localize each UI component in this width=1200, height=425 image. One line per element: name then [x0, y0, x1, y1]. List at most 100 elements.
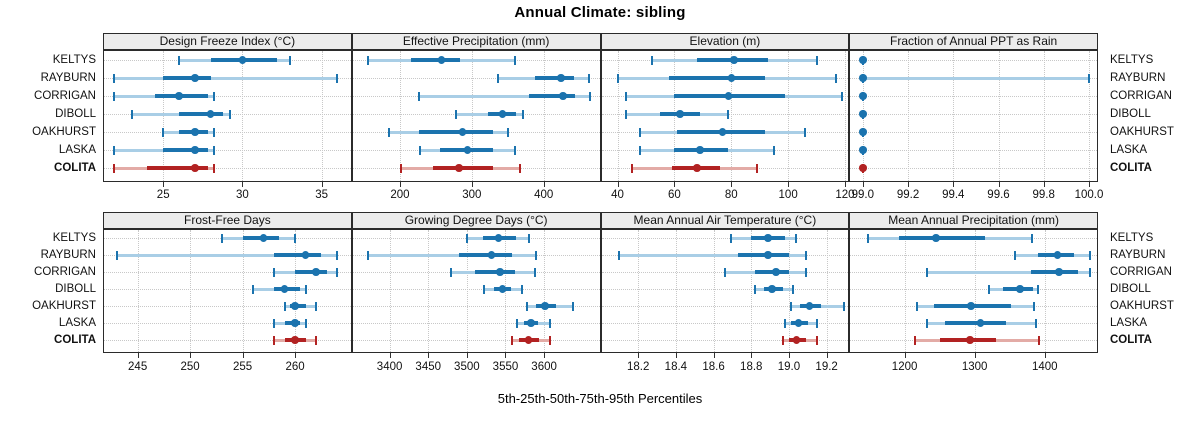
axis-tick-label: 3550	[492, 361, 519, 373]
median-dot	[772, 268, 780, 276]
station-label-right: LASKA	[1110, 144, 1148, 156]
vertical-gridline	[844, 51, 846, 181]
station-label-left: DIBOLL	[55, 108, 96, 120]
vertical-gridline	[466, 230, 468, 352]
whisker-cap-high	[587, 73, 590, 83]
whisker-cap-low	[115, 250, 118, 260]
iqr-bar	[295, 270, 327, 274]
horizontal-gridline	[104, 272, 351, 273]
axis-tick-label: 120	[835, 189, 855, 201]
vertical-gridline	[389, 230, 391, 352]
horizontal-gridline	[850, 132, 1097, 133]
median-dot	[696, 146, 704, 154]
axis-tick	[1043, 182, 1045, 187]
whisker-cap-low	[987, 284, 990, 294]
median-dot	[455, 164, 463, 172]
axis-tick	[399, 182, 401, 187]
horizontal-gridline	[104, 168, 351, 169]
horizontal-gridline	[850, 96, 1097, 97]
whisker-cap-high	[1033, 301, 1036, 311]
station-label-right: COLITA	[1110, 334, 1152, 346]
whisker-cap-high	[533, 267, 536, 277]
median-dot	[524, 336, 533, 344]
axis-tick	[713, 353, 715, 358]
whisker-cap-high	[841, 91, 844, 101]
median-dot	[676, 110, 684, 118]
axis-tick	[321, 182, 323, 187]
strip-design-freeze-index-c: Design Freeze Index (°C)	[103, 33, 352, 50]
median-dot	[191, 128, 199, 136]
axis-tick	[617, 182, 619, 187]
axis-tick-label: 3400	[376, 361, 403, 373]
whisker-cap-high	[835, 73, 838, 83]
chart-title: Annual Climate: sibling	[514, 4, 686, 21]
station-label-left: COLITA	[54, 162, 96, 174]
whisker-cap-high	[521, 109, 524, 119]
station-label-left: CORRIGAN	[34, 90, 96, 102]
panel-design-freeze-index-c	[103, 50, 352, 182]
axis-tick-label: 1400	[1031, 361, 1058, 373]
horizontal-gridline	[850, 255, 1097, 256]
whisker-cap-low	[273, 267, 276, 277]
vertical-gridline	[428, 230, 430, 352]
axis-tick	[471, 182, 473, 187]
median-dot	[191, 74, 199, 82]
median-dot	[291, 336, 299, 344]
vertical-gridline	[137, 230, 139, 352]
median-dot	[487, 251, 496, 259]
station-label-right: KELTYS	[1110, 232, 1154, 244]
vertical-gridline	[321, 51, 323, 181]
whisker-cap-high	[1089, 267, 1092, 277]
whisker-cap-low	[625, 109, 628, 119]
whisker-cap-low	[639, 145, 642, 155]
vertical-gridline	[731, 51, 733, 181]
whisker-cap-low	[388, 127, 391, 137]
vertical-gridline	[163, 51, 165, 181]
whisker-cap-low	[400, 163, 403, 173]
whisker-cap-high	[507, 127, 510, 137]
whisker-cap-high	[815, 55, 818, 65]
median-dot	[494, 234, 503, 242]
whisker-cap-low	[283, 301, 286, 311]
vertical-gridline	[904, 230, 906, 352]
station-label-left: CORRIGAN	[34, 266, 96, 278]
axis-tick	[1044, 353, 1046, 358]
whisker-cap-low	[162, 127, 165, 137]
horizontal-gridline	[850, 289, 1097, 290]
median-dot	[498, 285, 507, 293]
median-dot	[966, 336, 974, 344]
whisker-cap-low	[419, 145, 422, 155]
axis-tick	[389, 353, 391, 358]
vertical-gridline	[242, 51, 244, 181]
horizontal-gridline	[850, 168, 1097, 169]
station-label-left: OAKHURST	[32, 300, 96, 312]
median-dot	[301, 251, 310, 259]
whisker-cap-high	[527, 233, 530, 243]
vertical-gridline	[295, 230, 297, 352]
whisker-cap-low	[630, 163, 633, 173]
axis-tick	[826, 353, 828, 358]
median-dot	[1016, 285, 1024, 293]
horizontal-gridline	[601, 238, 849, 239]
whisker-cap-high	[288, 55, 291, 65]
whisker-cap-low	[454, 109, 457, 119]
station-label-left: DIBOLL	[55, 283, 96, 295]
iqr-bar	[474, 270, 515, 274]
strip-mean-annual-air-temperature-c: Mean Annual Air Temperature (°C)	[600, 212, 850, 229]
whisker-cap-low	[366, 55, 369, 65]
axis-tick-label: 60	[668, 189, 681, 201]
axis-tick	[751, 353, 753, 358]
horizontal-gridline	[104, 323, 351, 324]
axis-tick	[953, 182, 955, 187]
whisker-cap-low	[130, 109, 133, 119]
horizontal-gridline	[352, 289, 600, 290]
axis-tick-label: 99.6	[987, 189, 1010, 201]
axis-tick	[638, 353, 640, 358]
horizontal-gridline	[352, 306, 600, 307]
whisker-line	[862, 76, 1089, 80]
vertical-gridline	[998, 51, 1000, 181]
horizontal-gridline	[601, 323, 849, 324]
whisker-cap-low	[926, 267, 929, 277]
median-dot	[859, 110, 867, 118]
axis-tick-label: 25	[156, 189, 170, 201]
